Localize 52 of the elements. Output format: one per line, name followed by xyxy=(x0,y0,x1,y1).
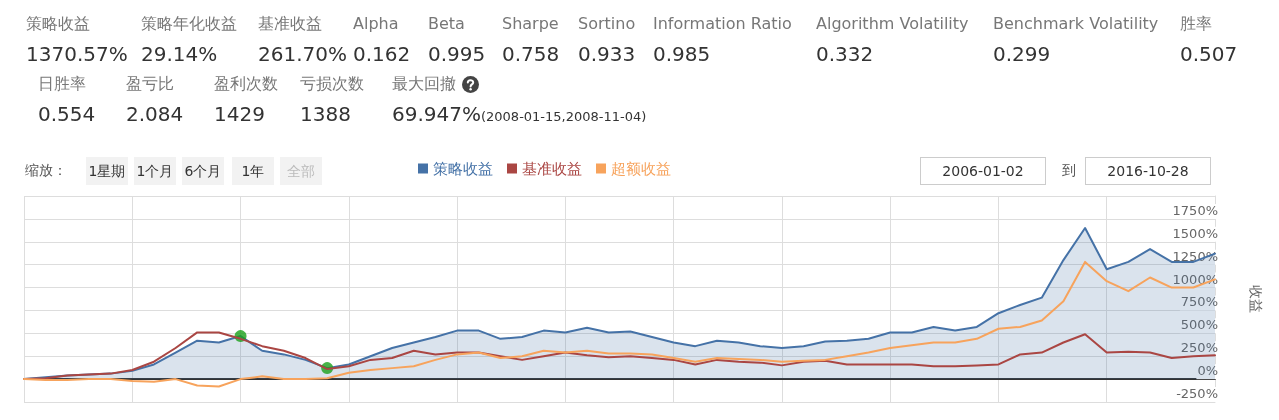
text: 2016-10-28 xyxy=(1085,157,1211,185)
y-tick-label: 1750% xyxy=(1172,202,1218,218)
text: 1个月 xyxy=(134,157,176,185)
text: 0.299 xyxy=(993,42,1051,66)
y-tick-label: 500% xyxy=(1180,317,1218,333)
text: 0.995 xyxy=(428,42,486,66)
text: 1388 xyxy=(300,102,351,126)
text: 亏损次数 xyxy=(300,74,364,95)
legend-label: 策略收益 xyxy=(433,159,493,178)
text: 最大回撤 xyxy=(392,74,456,95)
text: 基准收益 xyxy=(258,14,322,35)
text: 盈亏比 xyxy=(126,74,174,95)
y-tick-label: 250% xyxy=(1180,340,1218,356)
text: 到 xyxy=(1062,162,1076,180)
y-axis-title: 收益 xyxy=(1248,285,1264,313)
text: 29.14% xyxy=(141,42,218,66)
text: 261.70% xyxy=(258,42,347,66)
text: 6个月 xyxy=(182,157,224,185)
text: 0.507 xyxy=(1180,42,1238,66)
text: 胜率 xyxy=(1180,14,1212,35)
text: 0.933 xyxy=(578,42,636,66)
y-tick-label: 1500% xyxy=(1172,225,1218,241)
text: 2.084 xyxy=(126,102,184,126)
y-tick-label: 1000% xyxy=(1172,271,1218,287)
text: 策略年化收益 xyxy=(141,14,237,35)
text: Alpha xyxy=(353,14,399,33)
text: 0.332 xyxy=(816,42,874,66)
text: 0.758 xyxy=(502,42,560,66)
text: (2008-01-15,2008-11-04) xyxy=(480,109,647,124)
text: Sortino xyxy=(578,14,636,33)
text: 1年 xyxy=(232,157,274,185)
y-tick-label: 0% xyxy=(1197,363,1218,379)
text: 策略收益 xyxy=(26,14,90,35)
y-tick-label: -250% xyxy=(1176,386,1218,401)
legend-label: 超额收益 xyxy=(611,159,671,178)
text: 1370.57% xyxy=(26,42,128,66)
y-tick-label: 750% xyxy=(1180,294,1218,310)
text: 2006-01-02 xyxy=(920,157,1046,185)
text: Algorithm Volatility xyxy=(816,14,969,33)
text: 0.985 xyxy=(653,42,711,66)
text: 0.554 xyxy=(38,102,96,126)
text: 0.162 xyxy=(353,42,411,66)
text: 日胜率 xyxy=(38,74,86,95)
text: 缩放： xyxy=(25,162,67,180)
text: Information Ratio xyxy=(653,14,792,33)
text: 盈利次数 xyxy=(214,74,278,95)
text: Benchmark Volatility xyxy=(993,14,1159,33)
legend-label: 基准收益 xyxy=(522,159,582,178)
text: 1429 xyxy=(214,102,265,126)
text: 1星期 xyxy=(86,157,128,185)
text: Sharpe xyxy=(502,14,559,33)
text: Beta xyxy=(428,14,465,33)
